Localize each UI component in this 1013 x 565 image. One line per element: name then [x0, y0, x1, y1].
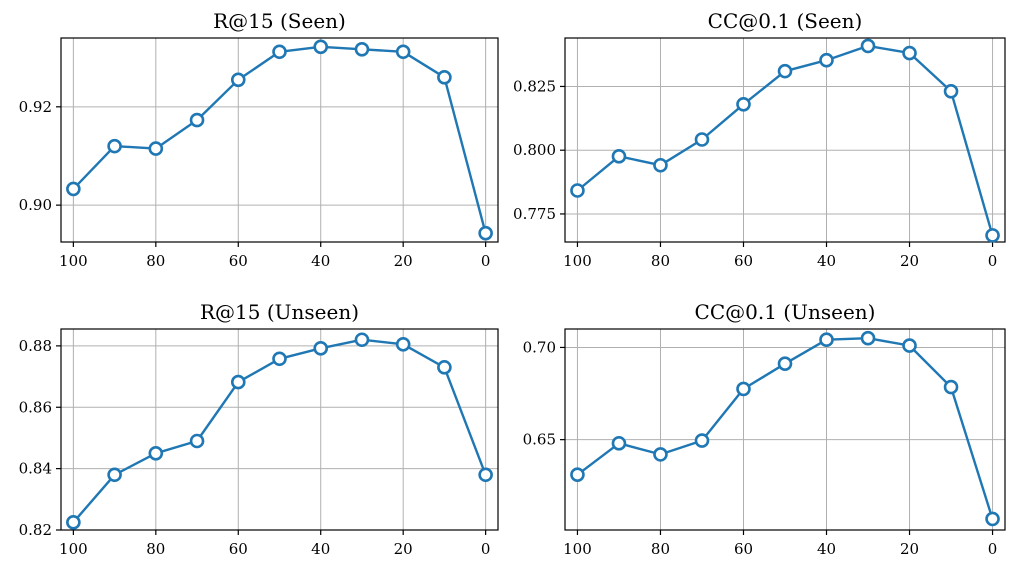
data-point [354, 42, 370, 57]
subplot-cc01-unseen: 100 80 60 40 20 0 0.65 0.70 CC@0.1 (Unseen) [523, 300, 1006, 558]
x-tick-label: 60 [229, 252, 248, 270]
series-line [72, 338, 487, 524]
data-point [902, 338, 917, 353]
x-tick-label: 100 [59, 252, 88, 270]
data-point [943, 83, 959, 99]
x-tick-label: 60 [734, 540, 753, 558]
data-point [189, 112, 205, 128]
subplot-cc01-seen: 100 80 60 40 20 0 0.775 0.800 0.825 CC@0.1 (Seen) [513, 9, 1006, 270]
subplot-title: R@15 (Seen) [213, 9, 346, 33]
x-tick-label: 80 [651, 252, 670, 270]
data-point [354, 332, 370, 348]
subplot-title: R@15 (Unseen) [200, 300, 359, 324]
data-point [107, 138, 122, 154]
subplot-r15-seen: 100 80 60 40 20 0 0.90 0.92 R@15 (Seen) [19, 9, 499, 270]
x-tick-label: 40 [817, 252, 836, 270]
subplot-title: CC@0.1 (Seen) [708, 9, 863, 33]
data-point [653, 447, 668, 462]
data-point [313, 39, 329, 55]
x-tick-label: 20 [394, 252, 413, 270]
data-point [395, 44, 411, 60]
data-point [694, 433, 710, 448]
x-tick-label: 80 [146, 252, 165, 270]
x-tick-label: 80 [651, 540, 670, 558]
plot-frame [60, 328, 499, 531]
data-point [189, 433, 205, 449]
data-point [985, 228, 1000, 243]
data-point [570, 183, 585, 198]
plot-frame [60, 37, 499, 243]
y-tick-label: 0.82 [19, 521, 52, 539]
y-tick-label: 0.825 [513, 77, 556, 95]
x-tick-label: 40 [311, 540, 330, 558]
data-point [272, 44, 287, 60]
data-point [272, 351, 287, 367]
data-point [66, 181, 81, 197]
data-point [437, 360, 452, 375]
subplot-r15-unseen: 100 80 60 40 20 0 0.82 0.84 0.86 0.88 R@15 (Unseen… [19, 300, 499, 558]
x-tick-label: 100 [563, 252, 592, 270]
data-point [777, 356, 793, 371]
data-point [611, 436, 627, 451]
y-tick-label: 0.90 [19, 196, 52, 214]
y-tick-label: 0.800 [513, 141, 556, 159]
data-point [148, 445, 164, 461]
data-point [860, 330, 876, 346]
plot-frame [564, 328, 1006, 531]
data-point [313, 341, 329, 356]
data-point [860, 38, 876, 54]
data-point [395, 337, 411, 352]
y-tick-label: 0.65 [523, 431, 556, 449]
x-tick-label: 100 [59, 540, 88, 558]
data-point [653, 157, 668, 173]
data-point [230, 72, 246, 88]
x-tick-label: 20 [394, 540, 413, 558]
data-point [694, 132, 710, 147]
subplot-title: CC@0.1 (Unseen) [695, 300, 876, 324]
x-tick-label: 40 [817, 540, 836, 558]
y-tick-label: 0.775 [513, 205, 556, 223]
x-tick-label: 0 [988, 540, 998, 558]
x-tick-label: 60 [734, 252, 753, 270]
data-point [819, 332, 834, 347]
y-tick-label: 0.88 [19, 337, 52, 355]
data-point [819, 52, 834, 68]
x-tick-label: 20 [900, 252, 919, 270]
x-tick-label: 100 [563, 540, 592, 558]
x-tick-label: 40 [311, 252, 330, 270]
data-point [777, 63, 793, 79]
data-point [230, 374, 246, 390]
data-point [66, 515, 81, 530]
x-tick-label: 0 [988, 252, 998, 270]
y-tick-label: 0.70 [523, 338, 556, 356]
data-point [478, 225, 493, 241]
data-point [478, 467, 493, 483]
data-point [736, 97, 751, 112]
data-point [943, 379, 959, 395]
data-point [985, 511, 1000, 527]
plot-frame [564, 37, 1006, 243]
data-point [148, 141, 164, 156]
x-tick-label: 0 [481, 252, 491, 270]
y-tick-label: 0.84 [19, 460, 52, 478]
data-point [736, 381, 751, 397]
x-tick-label: 20 [900, 540, 919, 558]
x-tick-label: 80 [146, 540, 165, 558]
y-tick-label: 0.86 [19, 398, 52, 416]
data-point [611, 149, 627, 164]
data-point [570, 467, 585, 482]
data-point [902, 45, 917, 61]
y-tick-label: 0.92 [19, 98, 52, 116]
x-tick-label: 0 [481, 540, 491, 558]
data-point [107, 467, 122, 483]
x-tick-label: 60 [229, 540, 248, 558]
data-point [437, 70, 452, 85]
